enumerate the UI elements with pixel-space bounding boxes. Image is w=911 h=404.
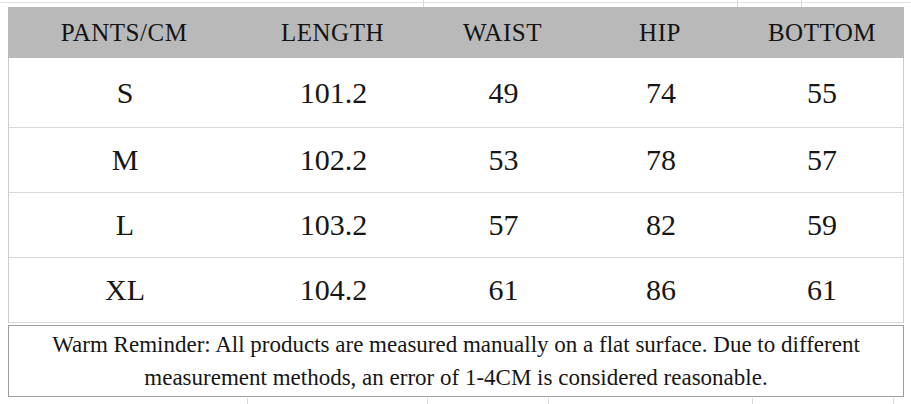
header-cell-hip: HIP (580, 7, 740, 58)
length-cell: 102.2 (241, 128, 426, 192)
length-cell: 104.2 (241, 258, 426, 322)
sheet-gridline (893, 398, 894, 404)
table-body: S 101.2 49 74 55 M 102.2 53 78 57 L 103.… (8, 58, 904, 323)
waist-cell: 57 (426, 193, 581, 257)
table-row-xl: XL 104.2 61 86 61 (9, 258, 903, 323)
table-row-s: S 101.2 49 74 55 (9, 58, 903, 128)
sheet-gridline (427, 398, 428, 404)
table-header-row: PANTS/CM LENGTH WAIST HIP BOTTOM (8, 7, 904, 58)
header-cell-waist: WAIST (425, 7, 580, 58)
warm-reminder-line-2: measurement methods, an error of 1-4CM i… (144, 361, 767, 394)
size-cell: S (9, 58, 241, 127)
header-cell-length: LENGTH (240, 7, 425, 58)
sheet-gridline (247, 398, 248, 404)
sheet-gridline (423, 0, 424, 7)
bottom-cell: 57 (741, 128, 903, 192)
size-cell: XL (9, 258, 241, 322)
table-row-m: M 102.2 53 78 57 (9, 128, 903, 193)
bottom-cell: 59 (741, 193, 903, 257)
length-cell: 103.2 (241, 193, 426, 257)
bottom-cell: 61 (741, 258, 903, 322)
waist-cell: 61 (426, 258, 581, 322)
sheet-gridline (548, 398, 549, 404)
size-chart-sheet: PANTS/CM LENGTH WAIST HIP BOTTOM S 101.2… (0, 0, 911, 404)
sheet-gridline (737, 0, 738, 7)
warm-reminder-line-1: Warm Reminder: All products are measured… (52, 328, 860, 361)
header-cell-bottom: BOTTOM (740, 7, 904, 58)
hip-cell: 86 (581, 258, 741, 322)
table-row-l: L 103.2 57 82 59 (9, 193, 903, 258)
waist-cell: 53 (426, 128, 581, 192)
hip-cell: 74 (581, 58, 741, 127)
size-cell: M (9, 128, 241, 192)
length-cell: 101.2 (241, 58, 426, 127)
warm-reminder-box: Warm Reminder: All products are measured… (8, 325, 904, 397)
waist-cell: 49 (426, 58, 581, 127)
sheet-gridline (801, 0, 802, 7)
bottom-cell: 55 (741, 58, 903, 127)
hip-cell: 82 (581, 193, 741, 257)
sheet-gridline (0, 2, 911, 3)
hip-cell: 78 (581, 128, 741, 192)
header-cell-pants-cm: PANTS/CM (8, 7, 240, 58)
sheet-gridline (752, 398, 753, 404)
size-cell: L (9, 193, 241, 257)
